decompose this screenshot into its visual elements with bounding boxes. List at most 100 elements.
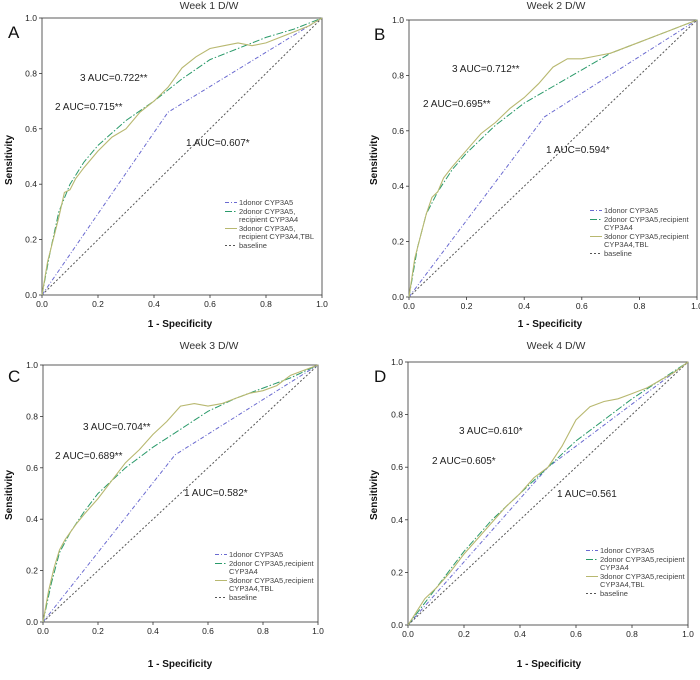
- panel-b-x-tick-label: 0.2: [461, 301, 473, 311]
- panel-d-legend-label: baseline: [600, 589, 628, 598]
- panel-d-y-tick-label: 0.4: [391, 515, 403, 525]
- panel-a-auc-label-1: 1 AUC=0.607*: [186, 138, 250, 149]
- panel-d-legend-label: 1donor CYP3A5: [600, 546, 654, 555]
- panel-d-y-tick-label: 0.2: [391, 567, 403, 577]
- panel-a-legend-label: recipient CYP3A4,TBL: [239, 232, 314, 241]
- panel-c-legend-label: baseline: [229, 593, 257, 602]
- panel-b-legend-label: baseline: [604, 249, 632, 258]
- panel-b-x-tick-label: 0.6: [576, 301, 588, 311]
- panel-a-y-tick-label: 0.8: [25, 68, 37, 78]
- panel-a-legend-label: 3donor CYP3A5,: [239, 224, 295, 233]
- panel-c-legend-label: 1donor CYP3A5: [229, 550, 283, 559]
- panel-d-y-tick-label: 1.0: [391, 357, 403, 367]
- panel-d-x-tick-label: 0.4: [514, 629, 526, 639]
- panel-a-y-tick-label: 0.0: [25, 290, 37, 300]
- panel-a-series-baseline-line: [41, 17, 323, 296]
- panel-d-x-axis-title: 1 - Specificity: [517, 659, 582, 670]
- panel-b-y-axis-title: Sensitivity: [369, 135, 380, 185]
- panel-a-title: Week 1 D/W: [180, 0, 239, 12]
- panel-b-plot-frame: [408, 19, 698, 298]
- panel-a-plot-frame: [41, 17, 323, 296]
- panel-c-title: Week 3 D/W: [180, 340, 239, 352]
- panel-a-y-tick-label: 1.0: [25, 13, 37, 23]
- panel-b-series-2-line: [408, 19, 698, 298]
- panel-c-x-tick-label: 0.6: [202, 626, 214, 636]
- panel-b-series-3-line: [408, 19, 698, 298]
- panel-a-auc-label-2: 2 AUC=0.715**: [55, 102, 123, 113]
- panel-c-y-tick-label: 0.6: [26, 463, 38, 473]
- panel-d-x-tick-label: 0.2: [458, 629, 470, 639]
- panel-d-title: Week 4 D/W: [527, 340, 586, 352]
- panel-c-series-2-line: [42, 364, 319, 623]
- panel-c-y-tick-label: 0.4: [26, 514, 38, 524]
- panel-a-y-tick-label: 0.6: [25, 124, 37, 134]
- panel-d-y-axis-title: Sensitivity: [369, 470, 380, 520]
- panel-c-series-3-line: [42, 364, 319, 623]
- panel-b-series-baseline-line: [408, 19, 698, 298]
- panel-b-x-tick-label: 0.0: [403, 301, 415, 311]
- panel-b-x-tick-label: 0.8: [633, 301, 645, 311]
- panel-c-x-tick-label: 0.2: [92, 626, 104, 636]
- panel-d-x-tick-label: 1.0: [682, 629, 694, 639]
- panel-c-legend-label: CYP3A4: [229, 567, 258, 576]
- panel-c-series-baseline-line: [42, 364, 319, 623]
- panel-a-x-tick-label: 1.0: [316, 299, 328, 309]
- panel-a-x-tick-label: 0.2: [92, 299, 104, 309]
- panel-c-y-axis-title: Sensitivity: [4, 470, 15, 520]
- panel-a-legend-label: 2donor CYP3A5,: [239, 207, 295, 216]
- panel-c-legend-label: CYP3A4,TBL: [229, 584, 274, 593]
- panel-a-x-axis-title: 1 - Specificity: [148, 319, 213, 330]
- panel-b-legend-label: 2donor CYP3A5,recipient: [604, 215, 690, 224]
- panel-a-legend-label: baseline: [239, 241, 267, 250]
- panel-b-auc-label-2: 2 AUC=0.695**: [423, 99, 491, 110]
- panel-d-legend-label: 2donor CYP3A5,recipient: [600, 555, 686, 564]
- panel-d-legend-label: 3donor CYP3A5,recipient: [600, 572, 686, 581]
- panel-b-y-tick-label: 0.4: [392, 181, 404, 191]
- panel-c-x-tick-label: 1.0: [312, 626, 324, 636]
- panel-c-legend-label: 3donor CYP3A5,recipient: [229, 576, 315, 585]
- panel-b-x-tick-label: 0.4: [518, 301, 530, 311]
- panel-c-auc-label-3: 3 AUC=0.704**: [83, 422, 151, 433]
- panel-b-legend-label: 1donor CYP3A5: [604, 206, 658, 215]
- panel-b-y-tick-label: 0.8: [392, 70, 404, 80]
- panel-a-y-tick-label: 0.2: [25, 235, 37, 245]
- panel-b-letter: B: [374, 25, 385, 44]
- panel-b-y-tick-label: 0.0: [392, 292, 404, 302]
- panel-b-legend-label: 3donor CYP3A5,recipient: [604, 232, 690, 241]
- panel-b-auc-label-1: 1 AUC=0.594*: [546, 145, 610, 156]
- panel-c-series-1-line: [42, 364, 319, 623]
- panel-d-legend-label: CYP3A4,TBL: [600, 580, 645, 589]
- panel-a-auc-label-3: 3 AUC=0.722**: [80, 73, 148, 84]
- panel-a-x-tick-label: 0.6: [204, 299, 216, 309]
- panel-a-x-tick-label: 0.4: [148, 299, 160, 309]
- panel-b-y-tick-label: 1.0: [392, 15, 404, 25]
- panel-c-x-axis-title: 1 - Specificity: [148, 659, 213, 670]
- panel-a-series-1-line: [41, 17, 323, 296]
- panel-a-x-tick-label: 0.0: [36, 299, 48, 309]
- panel-d-series-3-line: [407, 361, 689, 626]
- panel-d-plot-frame: [407, 361, 689, 626]
- panel-d-x-tick-label: 0.8: [626, 629, 638, 639]
- panel-d-series-baseline-line: [407, 361, 689, 626]
- panel-c-plot-frame: [42, 364, 319, 623]
- panel-c-x-tick-label: 0.8: [257, 626, 269, 636]
- panel-b-y-tick-label: 0.2: [392, 237, 404, 247]
- panel-d-letter: D: [374, 367, 386, 386]
- panel-c-auc-label-1: 1 AUC=0.582*: [184, 488, 248, 499]
- panel-c-auc-label-2: 2 AUC=0.689**: [55, 451, 123, 462]
- panel-b-series-1-line: [408, 19, 698, 298]
- panel-b-y-tick-label: 0.6: [392, 126, 404, 136]
- panel-d-x-tick-label: 0.0: [402, 629, 414, 639]
- panel-c-x-tick-label: 0.4: [147, 626, 159, 636]
- panel-d-x-tick-label: 0.6: [570, 629, 582, 639]
- panel-c-letter: C: [8, 367, 20, 386]
- panel-b-legend-label: CYP3A4: [604, 223, 633, 232]
- panel-a-x-tick-label: 0.8: [260, 299, 272, 309]
- panel-a-series-3-line: [41, 17, 323, 296]
- panel-b-legend-label: CYP3A4,TBL: [604, 240, 649, 249]
- panel-d-y-tick-label: 0.8: [391, 410, 403, 420]
- panel-d-auc-label-1: 1 AUC=0.561: [557, 489, 617, 500]
- panel-c-y-tick-label: 0.0: [26, 617, 38, 627]
- panel-d-y-tick-label: 0.0: [391, 620, 403, 630]
